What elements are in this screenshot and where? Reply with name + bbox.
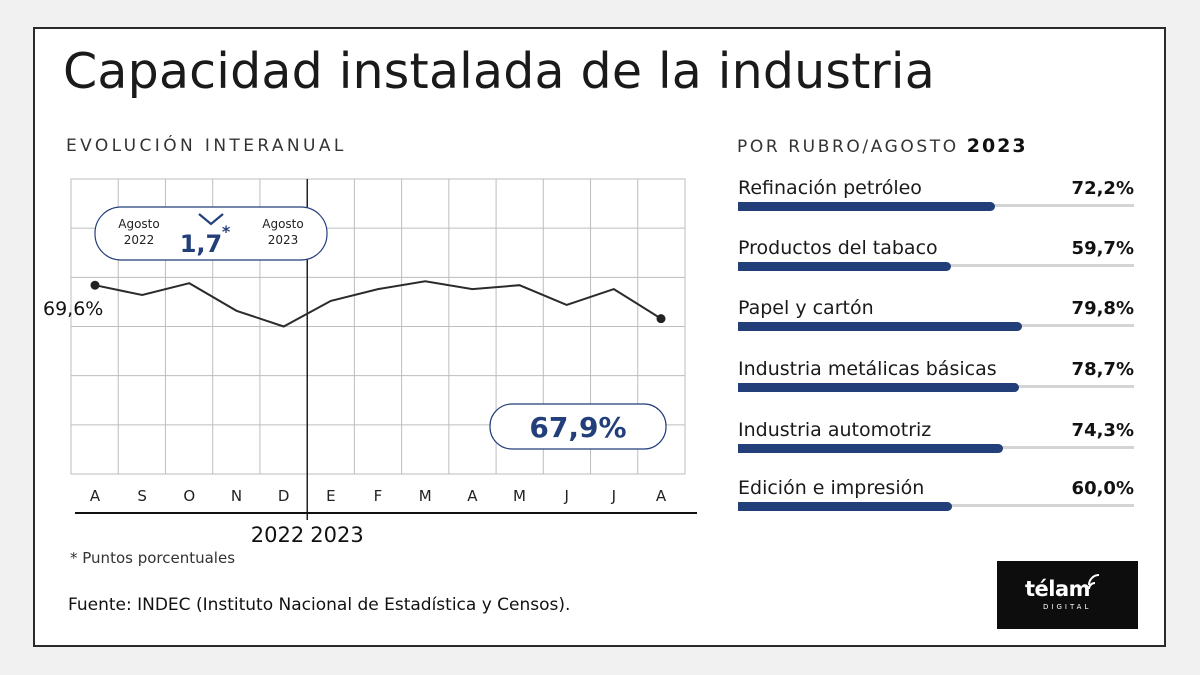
rubro-row: Industria automotriz 74,3% <box>738 419 1134 459</box>
end-value-label: 67,9% <box>529 411 626 444</box>
bar <box>738 262 951 271</box>
rubro-row: Edición e impresión 60,0% <box>738 477 1134 517</box>
x-tick-label: E <box>326 487 335 505</box>
rubro-label: Papel y cartón <box>738 297 874 319</box>
rubro-label: Industria metálicas básicas <box>738 358 997 380</box>
x-tick-label: N <box>231 487 242 505</box>
bar <box>738 502 952 511</box>
rubro-value: 74,3% <box>1071 420 1134 441</box>
x-tick-label: A <box>656 487 667 505</box>
logo-word: télam <box>1025 577 1091 601</box>
rubro-value: 72,2% <box>1071 178 1134 199</box>
rubro-value: 78,7% <box>1071 359 1134 380</box>
chevron-down-icon <box>198 213 224 226</box>
bar <box>738 322 1023 331</box>
bar-chart-subtitle-year: 2023 <box>966 135 1028 157</box>
year-label-2023: 2023 <box>310 523 363 547</box>
infographic-card: Capacidad instalada de la industria EVOL… <box>33 27 1166 647</box>
telam-logo: télam DIGITAL <box>997 561 1138 629</box>
change-value: 1,7 <box>180 230 223 258</box>
end-value-pill <box>489 403 667 450</box>
rubro-row: Productos del tabaco 59,7% <box>738 237 1134 277</box>
comparison-right-month: Agosto <box>262 217 303 231</box>
year-label-2022: 2022 <box>251 523 304 547</box>
x-tick-label: J <box>611 487 616 505</box>
rubro-label: Productos del tabaco <box>738 237 938 259</box>
x-tick-label: D <box>278 487 290 505</box>
line-chart-subtitle: EVOLUCIÓN INTERANUAL <box>66 136 347 156</box>
rubro-row: Refinación petróleo 72,2% <box>738 177 1134 217</box>
x-tick-label: A <box>467 487 478 505</box>
rubro-row: Papel y cartón 79,8% <box>738 297 1134 337</box>
x-tick-label: M <box>419 487 432 505</box>
x-tick-label: O <box>183 487 195 505</box>
x-tick-label: M <box>513 487 526 505</box>
start-value-label: 69,6% <box>43 298 103 320</box>
series-line <box>94 280 662 328</box>
rubro-label: Edición e impresión <box>738 477 925 499</box>
x-tick-label: J <box>563 487 568 505</box>
footnote: * Puntos porcentuales <box>70 549 236 567</box>
bar-chart-subtitle: POR RUBRO/AGOSTO 2023 <box>737 135 1028 157</box>
bar <box>738 383 1019 392</box>
rubro-value: 59,7% <box>1071 238 1134 259</box>
source-note: Fuente: INDEC (Instituto Nacional de Est… <box>68 595 571 615</box>
bar-chart-subtitle-prefix: POR RUBRO/AGOSTO <box>737 137 967 157</box>
x-tick-label: A <box>90 487 101 505</box>
x-tick-label: S <box>137 487 147 505</box>
signal-icon <box>1088 574 1100 590</box>
change-mark: * <box>222 222 231 241</box>
x-tick-label: F <box>374 487 383 505</box>
page-title: Capacidad instalada de la industria <box>63 43 935 100</box>
rubro-label: Refinación petróleo <box>738 177 922 199</box>
series-point <box>90 280 100 290</box>
comparison-left-year: 2022 <box>124 233 155 247</box>
comparison-right-year: 2023 <box>268 233 299 247</box>
comparison-left-month: Agosto <box>118 217 159 231</box>
bar <box>738 202 996 211</box>
logo-sub: DIGITAL <box>1043 603 1092 611</box>
rubro-row: Industria metálicas básicas 78,7% <box>738 358 1134 398</box>
series-point <box>656 314 666 324</box>
comparison-pill <box>94 206 328 261</box>
bar <box>738 444 1003 453</box>
rubro-value: 60,0% <box>1071 478 1134 499</box>
rubro-label: Industria automotriz <box>738 419 932 441</box>
rubro-value: 79,8% <box>1071 298 1134 319</box>
